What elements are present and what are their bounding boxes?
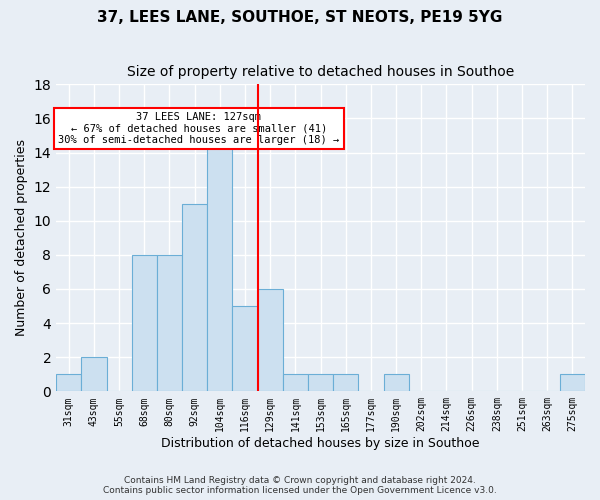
Bar [560,374,585,392]
Bar [56,374,82,392]
Bar [257,289,283,392]
Bar [157,255,182,392]
Bar [232,306,257,392]
Bar [333,374,358,392]
Bar [207,136,232,392]
Bar [182,204,207,392]
Title: Size of property relative to detached houses in Southoe: Size of property relative to detached ho… [127,65,514,79]
Bar [132,255,157,392]
Bar [283,374,308,392]
Bar [82,357,107,392]
Bar [308,374,333,392]
Text: Contains HM Land Registry data © Crown copyright and database right 2024.
Contai: Contains HM Land Registry data © Crown c… [103,476,497,495]
Text: 37 LEES LANE: 127sqm
← 67% of detached houses are smaller (41)
30% of semi-detac: 37 LEES LANE: 127sqm ← 67% of detached h… [58,112,340,145]
Text: 37, LEES LANE, SOUTHOE, ST NEOTS, PE19 5YG: 37, LEES LANE, SOUTHOE, ST NEOTS, PE19 5… [97,10,503,25]
Y-axis label: Number of detached properties: Number of detached properties [15,140,28,336]
X-axis label: Distribution of detached houses by size in Southoe: Distribution of detached houses by size … [161,437,480,450]
Bar [383,374,409,392]
